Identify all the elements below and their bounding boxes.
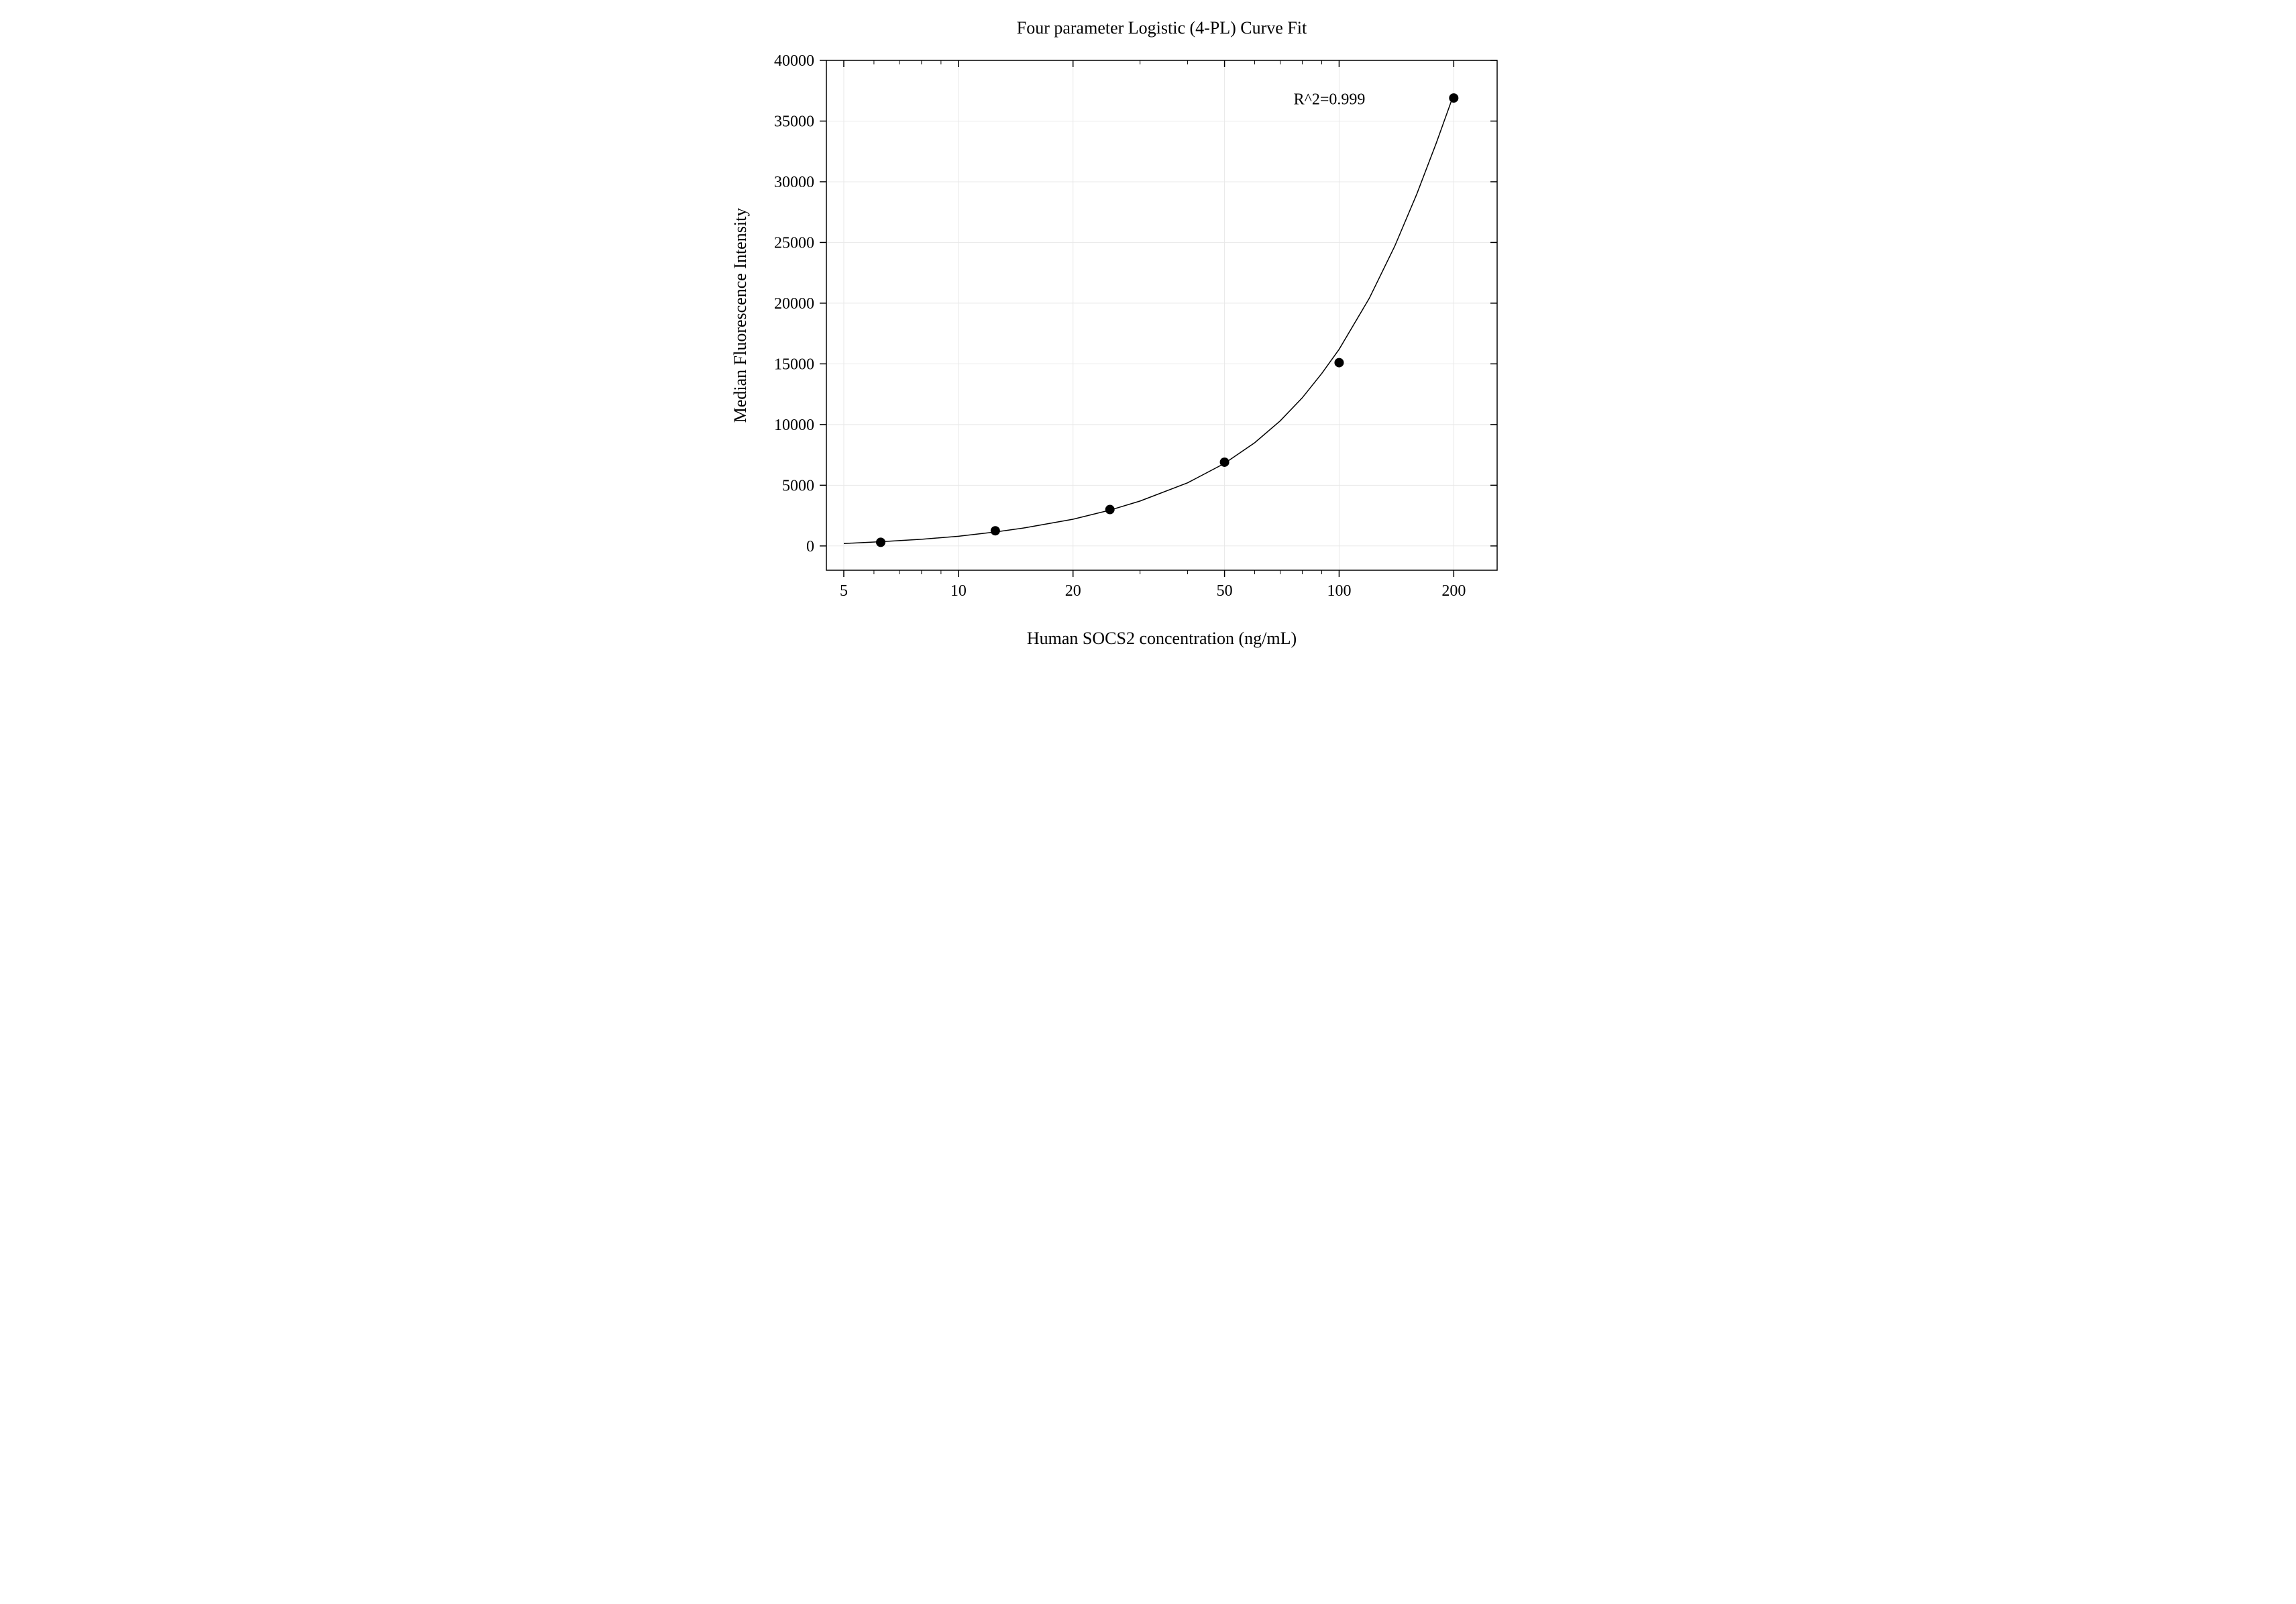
x-tick-label: 5 bbox=[839, 582, 847, 600]
r-squared-annotation: R^2=0.999 bbox=[1293, 91, 1365, 109]
data-point bbox=[875, 537, 885, 547]
chart-svg: 5 10 20 50 100 200 0 5000 10000 15000 20000 25000 30… bbox=[639, 0, 1658, 711]
x-axis-label: Human SOCS2 concentration (ng/mL) bbox=[1026, 629, 1296, 648]
y-tick-label: 10000 bbox=[774, 417, 814, 434]
y-tick-label: 40000 bbox=[774, 52, 814, 70]
y-tick-label: 25000 bbox=[774, 234, 814, 252]
y-tick-label: 5000 bbox=[782, 477, 814, 494]
chart-title: Four parameter Logistic (4-PL) Curve Fit bbox=[1016, 18, 1307, 38]
y-tick-label: 15000 bbox=[774, 356, 814, 373]
y-tick-label: 0 bbox=[806, 538, 814, 555]
data-point bbox=[990, 526, 999, 535]
x-tick-label: 200 bbox=[1441, 582, 1466, 600]
chart-container: 5 10 20 50 100 200 0 5000 10000 15000 20000 25000 30… bbox=[639, 0, 1658, 711]
data-point bbox=[1449, 93, 1458, 103]
x-tick-label: 100 bbox=[1327, 582, 1351, 600]
data-point bbox=[1219, 458, 1229, 467]
y-tick-label: 20000 bbox=[774, 295, 814, 313]
x-tick-label: 10 bbox=[950, 582, 966, 600]
y-axis-label: Median Fluorescence Intensity bbox=[730, 208, 750, 423]
data-point bbox=[1334, 358, 1344, 368]
y-tick-label: 35000 bbox=[774, 113, 814, 130]
x-tick-label: 20 bbox=[1064, 582, 1081, 600]
data-point bbox=[1105, 505, 1114, 515]
y-tick-label: 30000 bbox=[774, 174, 814, 191]
x-tick-label: 50 bbox=[1216, 582, 1232, 600]
